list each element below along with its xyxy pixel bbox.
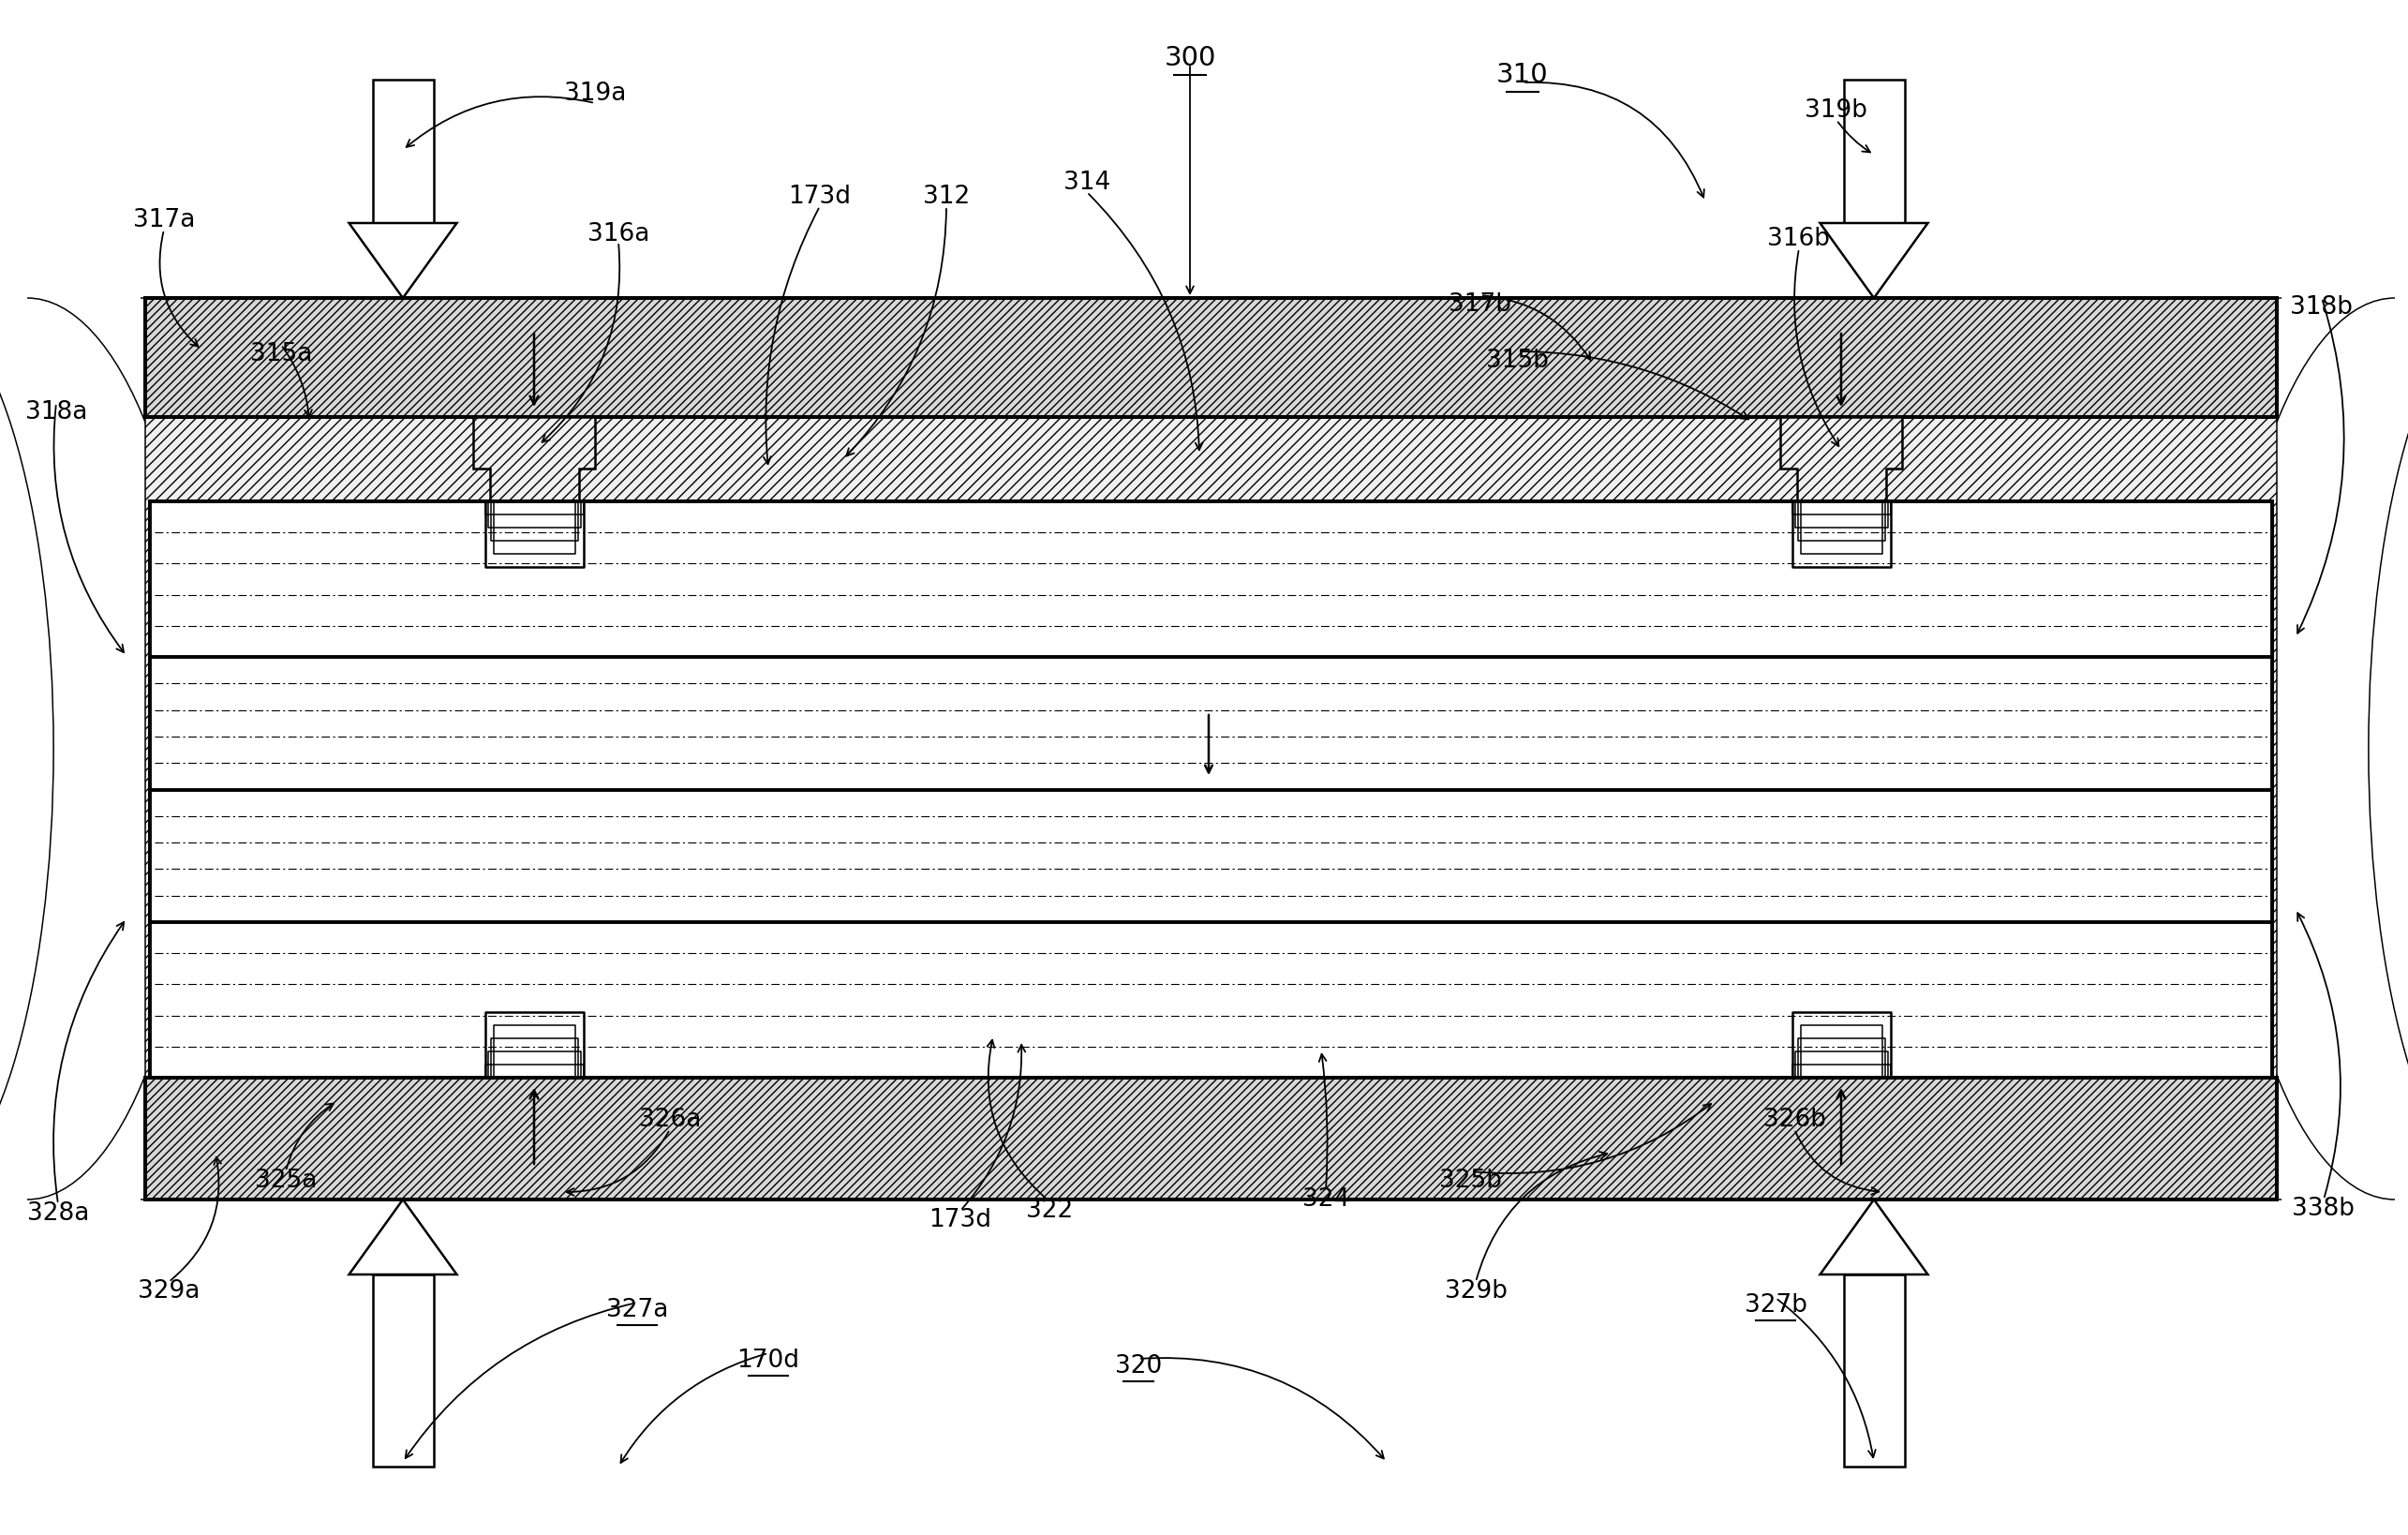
Text: 325b: 325b	[1440, 1168, 1503, 1193]
Bar	[144, 298, 2278, 418]
Text: 329a: 329a	[137, 1279, 200, 1303]
Text: 173d: 173d	[929, 1208, 992, 1233]
Text: 338b: 338b	[2292, 1197, 2355, 1220]
Text: 316b: 316b	[1767, 227, 1830, 252]
Polygon shape	[472, 1021, 595, 1078]
Bar	[373, 80, 433, 223]
Text: 310: 310	[1495, 61, 1548, 87]
Text: 318b: 318b	[2290, 295, 2353, 319]
Text: 325a: 325a	[255, 1168, 318, 1193]
Text: 318a: 318a	[24, 401, 87, 425]
Text: 326a: 326a	[638, 1108, 701, 1131]
Text: 300: 300	[1163, 45, 1216, 71]
Text: 314: 314	[1064, 170, 1110, 195]
Text: 320: 320	[1115, 1354, 1163, 1378]
Text: 317b: 317b	[1450, 292, 1512, 316]
Text: 312: 312	[922, 184, 970, 209]
Polygon shape	[349, 1199, 458, 1274]
Text: 317a: 317a	[132, 209, 195, 232]
Text: 315a: 315a	[250, 342, 313, 367]
Text: 315b: 315b	[1486, 348, 1548, 373]
Text: 170d: 170d	[737, 1349, 799, 1372]
Bar	[149, 502, 2273, 1078]
Bar	[1845, 1274, 1905, 1466]
Text: 329b: 329b	[1445, 1279, 1507, 1303]
Bar	[144, 298, 2278, 418]
Polygon shape	[1780, 418, 1902, 557]
Text: 328a: 328a	[26, 1202, 89, 1226]
Bar	[1845, 80, 1905, 223]
Polygon shape	[349, 223, 458, 298]
Text: 322: 322	[1026, 1199, 1074, 1223]
Text: 173d: 173d	[787, 184, 852, 209]
Polygon shape	[1820, 1199, 1929, 1274]
Bar	[144, 418, 2278, 1078]
Polygon shape	[1820, 223, 1929, 298]
Text: 327a: 327a	[607, 1299, 669, 1322]
Text: 319a: 319a	[563, 81, 626, 106]
Polygon shape	[1780, 1021, 1902, 1078]
Text: 327b: 327b	[1743, 1292, 1806, 1317]
Text: 326b: 326b	[1763, 1108, 1825, 1131]
Bar	[144, 1078, 2278, 1199]
Bar	[149, 502, 2273, 1078]
Text: 319b: 319b	[1806, 98, 1869, 123]
Text: 316a: 316a	[588, 223, 650, 247]
Polygon shape	[472, 418, 595, 557]
Bar	[373, 1274, 433, 1466]
Bar	[144, 1078, 2278, 1199]
Text: 324: 324	[1303, 1188, 1348, 1211]
Bar	[149, 502, 2273, 1078]
